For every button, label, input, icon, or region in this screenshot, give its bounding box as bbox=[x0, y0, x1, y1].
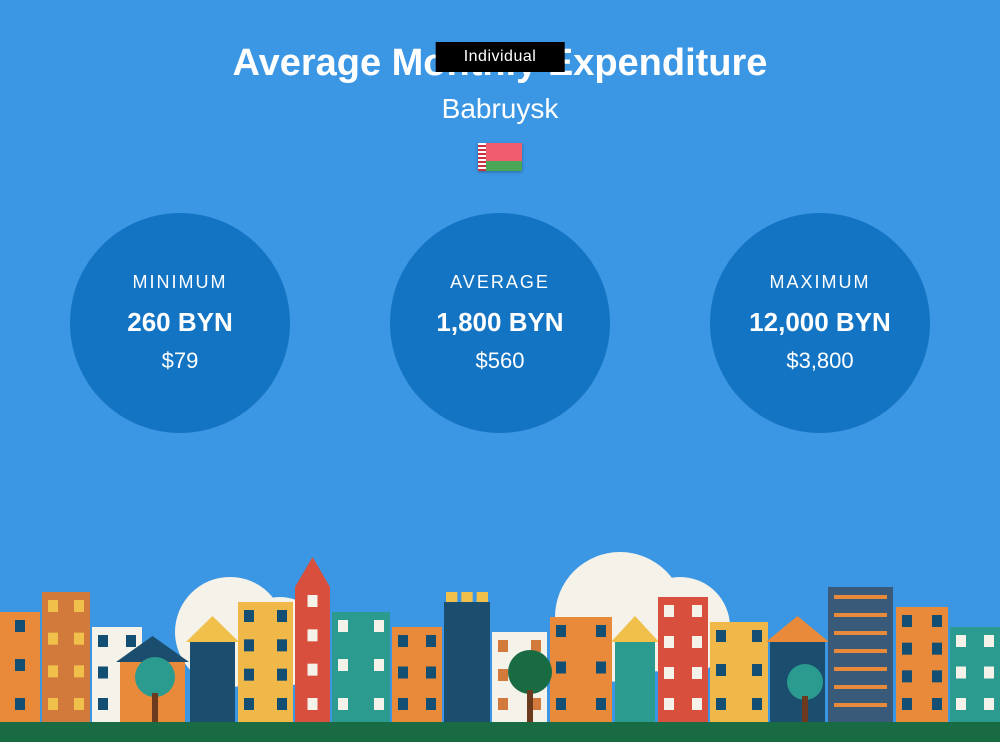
stat-usd: $79 bbox=[162, 348, 199, 374]
category-badge: Individual bbox=[436, 42, 565, 72]
flag-red-stripe bbox=[486, 143, 522, 161]
stat-value: 260 BYN bbox=[127, 307, 233, 338]
flag-ornament bbox=[478, 143, 486, 171]
stat-usd: $560 bbox=[476, 348, 525, 374]
city-subtitle: Babruysk bbox=[0, 93, 1000, 125]
flag-green-stripe bbox=[486, 161, 522, 171]
stat-value: 12,000 BYN bbox=[749, 307, 891, 338]
stat-label: MINIMUM bbox=[133, 272, 228, 293]
country-flag bbox=[478, 143, 522, 171]
skyline-illustration bbox=[0, 532, 1000, 742]
stat-circle-minimum: MINIMUM 260 BYN $79 bbox=[70, 213, 290, 433]
stat-label: AVERAGE bbox=[450, 272, 550, 293]
stat-label: MAXIMUM bbox=[770, 272, 871, 293]
stat-value: 1,800 BYN bbox=[436, 307, 563, 338]
stat-circles-row: MINIMUM 260 BYN $79 AVERAGE 1,800 BYN $5… bbox=[0, 213, 1000, 433]
stat-circle-maximum: MAXIMUM 12,000 BYN $3,800 bbox=[710, 213, 930, 433]
stat-usd: $3,800 bbox=[786, 348, 853, 374]
stat-circle-average: AVERAGE 1,800 BYN $560 bbox=[390, 213, 610, 433]
